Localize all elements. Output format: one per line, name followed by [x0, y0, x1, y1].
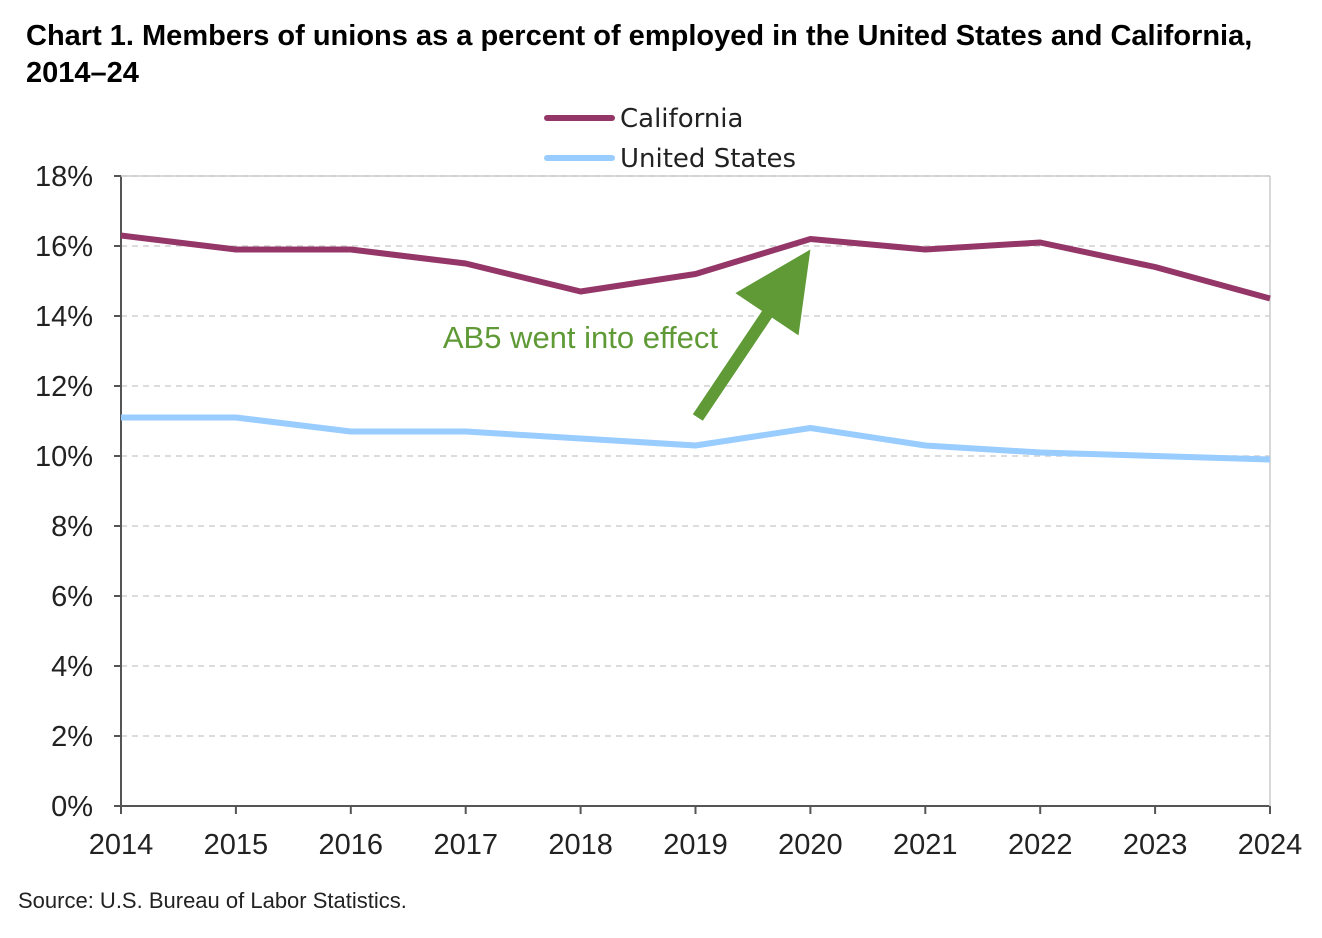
x-tick-label: 2020 — [778, 829, 843, 861]
x-tick-label: 2018 — [548, 829, 613, 861]
x-tick-label: 2024 — [1238, 829, 1303, 861]
x-tick-labels: 2014 2015 2016 2017 2018 2019 2020 2021 2022 2023… — [89, 829, 1303, 861]
x-tick-label: 2016 — [319, 829, 384, 861]
y-tick-labels: 0% 2% 4% 6% 8% 10% 12% 14% 16% 18% — [35, 161, 93, 823]
y-tick-label: 12% — [35, 371, 93, 403]
y-tick-label: 0% — [51, 791, 93, 823]
x-tick-label: 2017 — [433, 829, 498, 861]
legend-label: California — [620, 104, 743, 134]
y-tick-label: 10% — [35, 441, 93, 473]
x-tick-label: 2019 — [663, 829, 728, 861]
legend: California United States — [544, 104, 796, 174]
x-tick-label: 2015 — [204, 829, 269, 861]
source-note: Source: U.S. Bureau of Labor Statistics. — [18, 888, 407, 913]
y-tick-label: 18% — [35, 161, 93, 193]
y-tick-label: 2% — [51, 721, 93, 753]
y-tick-label: 16% — [35, 231, 93, 263]
y-tick-label: 4% — [51, 651, 93, 683]
series-lines — [120, 232, 1271, 463]
annotation-arrow — [692, 249, 811, 421]
annotation-text: AB5 went into effect — [443, 320, 719, 355]
x-tick-label: 2023 — [1123, 829, 1188, 861]
chart-title: Chart 1. Members of unions as a percent … — [26, 20, 1253, 89]
y-tick-label: 6% — [51, 581, 93, 613]
gridlines — [121, 175, 1270, 737]
legend-label: United States — [620, 144, 796, 174]
x-tick-label: 2022 — [1008, 829, 1073, 861]
x-tick-label: 2021 — [893, 829, 958, 861]
axes — [114, 175, 1271, 814]
annotation: AB5 went into effect — [443, 249, 811, 421]
x-tick-label: 2014 — [89, 829, 154, 861]
y-tick-label: 8% — [51, 511, 93, 543]
y-tick-label: 14% — [35, 301, 93, 333]
series-line-united-states — [121, 414, 1271, 463]
series-line-california — [120, 232, 1271, 302]
